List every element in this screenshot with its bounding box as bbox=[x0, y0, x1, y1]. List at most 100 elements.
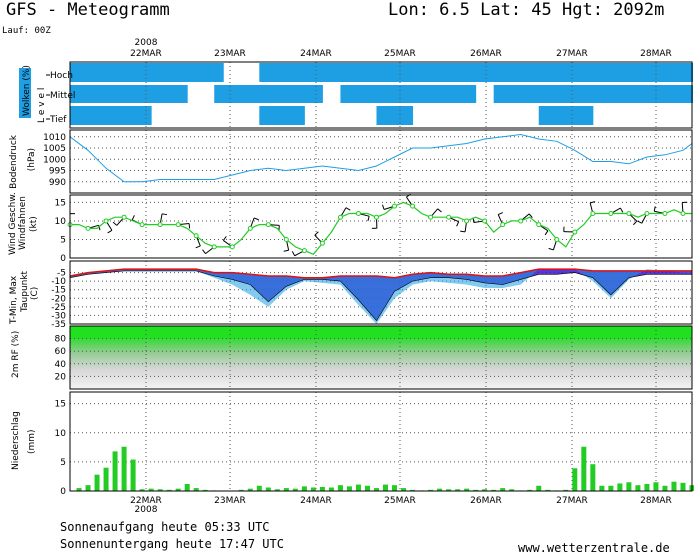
precip-panel-frame bbox=[69, 391, 693, 492]
temp-tick-label: -20 bbox=[51, 294, 66, 304]
cloud-cell-mittel bbox=[547, 85, 558, 103]
wind-barb-feather bbox=[202, 249, 206, 254]
wind-barb-feather bbox=[548, 247, 554, 251]
precip-bar bbox=[337, 485, 343, 491]
cloud-cell-tief bbox=[259, 106, 269, 125]
precip-unit-label: (mm) bbox=[27, 429, 37, 454]
cloud-cell-hoch bbox=[448, 63, 459, 82]
precip-bar bbox=[509, 489, 515, 491]
cloud-cell-hoch bbox=[475, 63, 486, 82]
cloud-cell-hoch bbox=[295, 63, 305, 82]
precip-bar bbox=[590, 464, 596, 491]
cloud-cell-hoch bbox=[385, 63, 396, 82]
cloud-cell-mittel bbox=[313, 85, 323, 103]
cloud-cell-hoch bbox=[439, 63, 450, 82]
cloud-cell-hoch bbox=[403, 63, 414, 82]
wind-speed-point bbox=[337, 214, 343, 220]
cloud-cell-hoch bbox=[286, 63, 296, 82]
cloud-cell-hoch bbox=[70, 63, 80, 82]
cloud-cell-hoch bbox=[133, 63, 143, 82]
date-label-top: 26MAR bbox=[470, 49, 502, 59]
cloud-cell-hoch bbox=[349, 63, 359, 82]
precip-bar bbox=[401, 488, 407, 491]
cloud-cell-hoch bbox=[88, 63, 98, 82]
cloud-cell-hoch bbox=[574, 63, 585, 82]
precip-bar bbox=[112, 451, 118, 491]
cloud-cell-tief bbox=[574, 106, 585, 125]
date-label-bottom: 28MAR bbox=[640, 496, 672, 506]
cloud-cell-mittel bbox=[538, 85, 549, 103]
cloud-cell-hoch bbox=[412, 63, 423, 82]
cloud-cell-hoch bbox=[493, 63, 504, 82]
temp-tick-label: -35 bbox=[51, 320, 66, 330]
cloud-cell-tief bbox=[277, 106, 287, 125]
cloud-cell-mittel bbox=[448, 85, 459, 103]
cloud-cell-mittel bbox=[466, 85, 477, 103]
cloud-cell-hoch bbox=[205, 63, 215, 82]
run-label: Lauf: 00Z bbox=[2, 26, 51, 36]
wind-barb-feather bbox=[314, 231, 319, 236]
cloud-cell-mittel bbox=[259, 85, 269, 103]
precip-bar bbox=[617, 483, 623, 491]
wind-speed-point bbox=[157, 222, 163, 228]
cloud-cell-hoch bbox=[340, 63, 350, 82]
rh-tick-label: 80 bbox=[55, 335, 67, 345]
temp-tick-label: -10 bbox=[51, 277, 66, 287]
rh-tick-label: 40 bbox=[55, 360, 67, 370]
cloud-cell-mittel bbox=[529, 85, 540, 103]
cloud-cell-hoch bbox=[142, 63, 152, 82]
precip-bar bbox=[473, 489, 479, 491]
cloud-cell-hoch bbox=[592, 63, 603, 82]
cloud-cell-mittel bbox=[439, 85, 450, 103]
cloud-cell-mittel bbox=[277, 85, 287, 103]
precip-bar bbox=[283, 488, 289, 491]
cloud-cell-tief bbox=[583, 106, 594, 125]
cloud-cell-hoch bbox=[484, 63, 495, 82]
wind-barb-feather bbox=[653, 206, 656, 212]
date-label-bottom: 22MAR bbox=[130, 496, 162, 506]
cloud-cell-mittel bbox=[349, 85, 359, 103]
precip-bar bbox=[364, 485, 370, 491]
cloud-cell-hoch bbox=[619, 63, 630, 82]
wind-barb-feather bbox=[161, 213, 168, 216]
rh-tick-label: 60 bbox=[55, 347, 67, 357]
precip-bar bbox=[410, 489, 416, 491]
cloud-cell-mittel bbox=[295, 85, 305, 103]
precip-bar bbox=[265, 487, 271, 491]
cloud-cell-mittel bbox=[376, 85, 387, 103]
cloud-level-label: Hoch bbox=[50, 71, 73, 81]
cloud-cell-hoch bbox=[322, 63, 332, 82]
wind-speed-point bbox=[590, 211, 596, 217]
temp-tick-label: -25 bbox=[51, 303, 66, 313]
rh-panel-frame bbox=[69, 325, 693, 390]
temp-panel-frame bbox=[69, 260, 693, 325]
pressure-unit-label: (hPa) bbox=[27, 148, 37, 171]
cloud-cell-tief bbox=[565, 106, 576, 125]
wind-barb-feather bbox=[590, 201, 596, 204]
precip-bar bbox=[527, 489, 533, 491]
cloud-cell-mittel bbox=[619, 85, 630, 103]
cloud-cell-mittel bbox=[637, 85, 648, 103]
cloud-cell-tief bbox=[79, 106, 89, 125]
cloud-cell-hoch bbox=[79, 63, 89, 82]
precip-tick-label: 5 bbox=[60, 458, 66, 468]
wind-speed-point bbox=[265, 222, 271, 228]
title: GFS - Meteogramm bbox=[6, 0, 170, 20]
date-label-top: 23MAR bbox=[214, 49, 246, 59]
cloud-level-axis-label: L e v e l bbox=[37, 88, 47, 123]
cloud-cell-hoch bbox=[655, 63, 666, 82]
cloud-cell-mittel bbox=[655, 85, 666, 103]
cloud-cell-mittel bbox=[565, 85, 576, 103]
cloud-cell-hoch bbox=[502, 63, 513, 82]
cloud-label-box bbox=[19, 68, 31, 118]
cloud-cell-tief bbox=[97, 106, 107, 125]
precip-bar bbox=[644, 484, 650, 491]
cloud-cell-mittel bbox=[79, 85, 89, 103]
pressure-tick-label: 1000 bbox=[43, 155, 66, 165]
cloud-cell-mittel bbox=[601, 85, 612, 103]
cloud-cell-mittel bbox=[403, 85, 414, 103]
precip-bar bbox=[310, 487, 316, 491]
cloud-cell-tief bbox=[268, 106, 278, 125]
precip-bar bbox=[626, 482, 632, 491]
